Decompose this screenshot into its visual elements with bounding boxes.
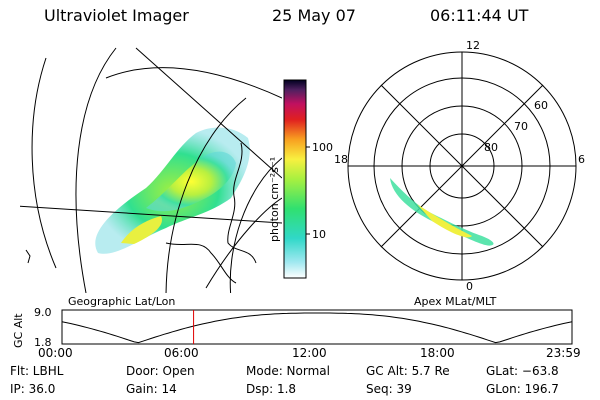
xtick-2359: 23:59 — [546, 346, 581, 360]
status-gc-alt: GC Alt: 5.7 Re — [366, 364, 450, 378]
altitude-curve — [61, 312, 573, 344]
colorbar: 100 10 photon cm⁻²s⁻¹ — [268, 79, 333, 279]
status-mode: Mode: Normal — [246, 364, 330, 378]
status-seq: Seq: 39 — [366, 382, 412, 396]
panel-title-geographic: Geographic Lat/Lon — [68, 295, 176, 308]
mlt-label-18: 18 — [334, 153, 348, 166]
lat-label-60: 60 — [534, 99, 548, 112]
mlt-label-0: 0 — [466, 280, 473, 293]
status-door: Door: Open — [126, 364, 195, 378]
status-glat: GLat: −63.8 — [486, 364, 559, 378]
altitude-ylabel: GC Alt — [12, 313, 25, 348]
altitude-plot-frame — [61, 309, 573, 345]
polar-aurora-oval — [390, 178, 494, 246]
xtick-0000: 00:00 — [38, 346, 73, 360]
xtick-1800: 18:00 — [420, 346, 455, 360]
mlt-label-12: 12 — [466, 39, 480, 52]
status-dsp: Dsp: 1.8 — [246, 382, 297, 396]
xtick-1200: 12:00 — [292, 346, 327, 360]
status-ip: IP: 36.0 — [10, 382, 56, 396]
status-gain: Gain: 14 — [126, 382, 177, 396]
xtick-0600: 06:00 — [164, 346, 199, 360]
lat-label-80: 80 — [484, 141, 498, 154]
status-glon: GLon: 196.7 — [486, 382, 559, 396]
colorbar-unit-label: photon cm⁻²s⁻¹ — [268, 157, 281, 242]
status-filter: Flt: LBHL — [10, 364, 64, 378]
panel-title-apex: Apex MLat/MLT — [414, 295, 497, 308]
instrument-title: Ultraviolet Imager — [44, 6, 189, 25]
altitude-ytick-high: 9.0 — [34, 306, 52, 319]
altitude-ytick-low: 1.8 — [34, 336, 52, 349]
colorbar-tick-10: 10 — [312, 228, 326, 241]
lat-label-70: 70 — [514, 120, 528, 133]
time-label: 06:11:44 UT — [430, 6, 529, 25]
polar-mlt-plot: 12 18 6 0 60 70 80 — [334, 39, 585, 293]
geographic-image-panel — [20, 47, 282, 293]
date-label: 25 May 07 — [272, 6, 356, 25]
altitude-timeline-plot: 9.0 1.8 GC Alt — [12, 306, 573, 349]
mlt-label-6: 6 — [578, 153, 585, 166]
colorbar-tick-100: 100 — [312, 141, 333, 154]
colorbar-gradient — [283, 79, 307, 279]
